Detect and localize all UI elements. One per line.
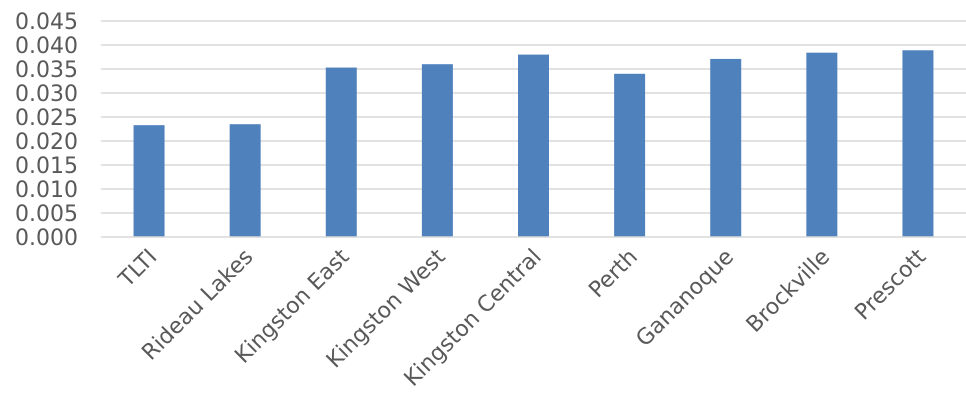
x-category-label: Brockville — [742, 245, 835, 338]
bar-kingston-central — [518, 54, 549, 237]
y-tick-label: 0.045 — [15, 10, 78, 35]
y-tick-label: 0.010 — [15, 178, 78, 203]
bars — [133, 50, 934, 238]
bar-kingston-east — [325, 67, 357, 237]
y-tick-label: 0.000 — [15, 226, 78, 251]
y-axis-tick-labels: 0.0000.0050.0100.0150.0200.0250.0300.035… — [15, 10, 78, 251]
bar-perth — [614, 73, 646, 237]
bar-rideau-lakes — [229, 124, 261, 237]
y-tick-label: 0.020 — [15, 130, 78, 155]
bar-kingston-west — [421, 64, 453, 237]
x-category-label: Perth — [584, 245, 642, 303]
bar-gananoque — [710, 58, 742, 237]
bar-prescott — [902, 50, 934, 237]
x-category-label: TLTI — [114, 245, 163, 294]
y-tick-label: 0.005 — [15, 202, 78, 227]
y-tick-label: 0.035 — [15, 58, 78, 83]
y-tick-label: 0.025 — [15, 106, 78, 131]
bar-brockville — [806, 52, 838, 238]
y-tick-label: 0.015 — [15, 154, 78, 179]
y-tick-label: 0.040 — [15, 34, 78, 59]
bar-tlti — [133, 125, 165, 237]
y-tick-label: 0.030 — [15, 82, 78, 107]
x-category-label: Prescott — [850, 244, 931, 325]
x-category-label: Gananoque — [632, 245, 739, 352]
